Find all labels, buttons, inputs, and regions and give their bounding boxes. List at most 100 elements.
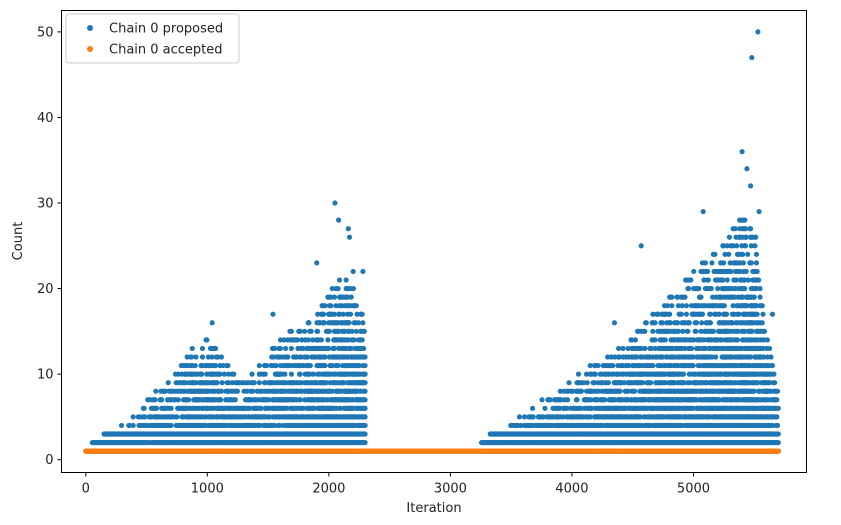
proposed-point [288,371,295,377]
proposed-point [361,345,367,352]
proposed-point [215,354,221,360]
proposed-point [539,397,545,403]
proposed-point [362,405,368,411]
proposed-point [162,388,168,394]
proposed-point [234,388,241,394]
proposed-point [153,388,159,394]
proposed-point [320,311,327,317]
proposed-point [360,320,366,326]
proposed-point [584,380,590,386]
proposed-point [152,397,158,403]
proposed-point [184,354,190,360]
proposed-point [294,337,300,343]
proposed-point [297,397,303,403]
proposed-point [282,371,288,377]
proposed-point [362,439,368,446]
proposed-point [193,380,199,386]
proposed-point [186,397,192,403]
proposed-point [299,337,305,343]
proposed-point [331,294,338,300]
proposed-point [130,422,136,429]
proposed-point [650,328,656,334]
proposed-point [336,277,343,283]
proposed-point [218,354,225,360]
proposed-point [698,294,704,300]
proposed-point [251,380,257,386]
proposed-point [315,328,321,334]
proposed-point [691,268,697,275]
proposed-point [694,320,700,326]
proposed-point [220,362,226,369]
proposed-point [353,303,359,309]
proposed-point [304,354,311,360]
proposed-point [318,337,324,343]
proposed-point [326,328,332,334]
proposed-point [257,422,263,429]
proposed-point [250,388,256,394]
proposed-point [592,371,598,377]
proposed-point [362,422,368,429]
proposed-point [712,354,719,360]
proposed-point [199,371,205,377]
proposed-point [686,320,692,326]
proposed-point [244,388,250,394]
proposed-point [226,380,232,386]
proposed-point [325,337,331,343]
proposed-point [643,320,649,326]
proposed-point [231,371,237,377]
proposed-point [308,328,314,334]
proposed-point [262,380,268,386]
proposed-point [350,285,357,292]
proposed-point [652,337,658,343]
proposed-point [620,345,626,352]
proposed-point [214,380,220,386]
proposed-point [685,328,691,334]
proposed-point [721,303,727,309]
proposed-point [346,320,352,326]
proposed-point [219,380,225,386]
proposed-point [277,422,283,429]
proposed-point [652,320,658,326]
proposed-point [724,277,730,283]
proposed-point [189,345,195,352]
proposed-point [142,414,148,420]
proposed-point [362,388,368,394]
proposed-point [347,311,354,317]
proposed-point [262,371,268,377]
proposed-point [168,422,174,429]
proposed-point [205,354,211,360]
proposed-point [307,362,313,369]
proposed-point [343,277,349,283]
plot-points [83,29,782,454]
proposed-point [229,380,235,386]
proposed-point [174,414,180,420]
proposed-point [168,405,174,411]
proposed-point [696,285,702,292]
proposed-point [362,380,368,386]
proposed-point [175,371,182,377]
proposed-point [130,414,136,420]
proposed-point [688,345,695,352]
proposed-point [213,345,219,352]
proposed-point [648,380,654,386]
proposed-point [542,405,548,411]
proposed-point [721,260,727,266]
proposed-point [682,294,688,300]
proposed-point [192,362,198,369]
proposed-point [362,362,368,369]
proposed-point [247,405,253,411]
proposed-point [153,405,160,411]
proposed-point [642,345,648,352]
proposed-point [256,362,262,369]
proposed-point [712,251,718,257]
proposed-point [575,371,582,377]
proposed-point [686,285,692,292]
proposed-point [297,371,303,377]
proposed-point [707,320,714,326]
proposed-point [141,405,147,411]
proposed-point [683,311,690,317]
proposed-point [272,422,278,429]
proposed-point [362,371,368,377]
proposed-point [688,277,694,283]
